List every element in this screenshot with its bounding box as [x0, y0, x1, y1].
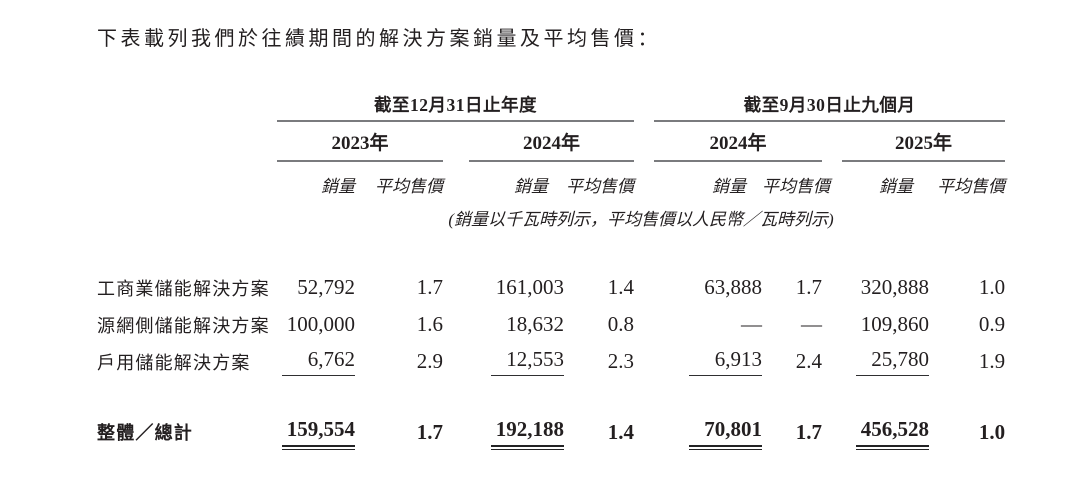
total-volume-cell: 456,528 [842, 412, 930, 452]
volume-cell: 161,003 [495, 275, 564, 299]
volume-cell: 12,553 [469, 343, 564, 380]
double-underlined-value: 70,801 [689, 417, 763, 450]
gap-cell [634, 161, 654, 199]
asp-cell: 0.9 [978, 312, 1006, 336]
metric-header-volume: 銷量 [321, 177, 355, 196]
total-asp-cell: 1.7 [416, 419, 443, 444]
intro-text: 下表載列我們於往績期間的解決方案銷量及平均售價： [97, 28, 661, 50]
double-underlined-value: 159,554 [282, 417, 355, 450]
volume-cell: 320,888 [860, 275, 930, 299]
gap-cell [634, 306, 654, 343]
asp-cell: 2.4 [795, 349, 823, 373]
total-volume-cell: 192,188 [469, 412, 564, 452]
spacer [97, 235, 1005, 269]
asp-cell: 1.7 [795, 275, 823, 299]
metric-header-volume: 銷量 [514, 177, 548, 196]
gap-cell [443, 343, 469, 380]
gap-cell [443, 412, 469, 452]
volume-cell: 18,632 [506, 312, 564, 336]
gap-cell [443, 269, 469, 306]
row-label: 戶用儲能解決方案 [97, 352, 251, 373]
asp-cell: 2.9 [416, 349, 443, 373]
blank-cell [97, 121, 277, 161]
spacer-row [97, 235, 1005, 269]
gap-cell [634, 412, 654, 452]
asp-cell: — [801, 312, 823, 336]
gap-cell [822, 343, 842, 380]
asp-cell: 1.0 [978, 275, 1006, 299]
gap-cell [443, 306, 469, 343]
asp-cell: 1.9 [978, 349, 1006, 373]
blank-cell [97, 91, 277, 121]
spacer-row [97, 380, 1005, 412]
table-row-residential-storage: 戶用儲能解決方案 6,762 2.9 12,553 2.3 6,913 2.4 … [97, 343, 1005, 380]
metric-header-row: 銷量 平均售價 銷量 平均售價 銷量 平均售價 銷量 平均售價 [97, 161, 1005, 199]
volume-cell: 6,762 [277, 343, 355, 380]
gap-cell [822, 412, 842, 452]
total-label: 整體／總計 [97, 423, 193, 443]
table-row-grid-storage: 源網側儲能解決方案 100,000 1.6 18,632 0.8 — — 109… [97, 306, 1005, 343]
year-header-2024: 2024年 [469, 121, 635, 162]
gap-cell [443, 121, 469, 161]
underlined-value: 12,553 [491, 347, 564, 376]
total-asp-cell: 1.4 [607, 419, 635, 444]
year-header-row: 2023年 2024年 2024年 2025年 [97, 121, 1006, 162]
metric-header-volume: 銷量 [879, 177, 914, 196]
asp-cell: 1.7 [416, 275, 443, 299]
gap-cell [443, 161, 469, 199]
metric-header-asp: 平均售價 [375, 177, 443, 196]
double-underlined-value: 456,528 [856, 417, 930, 450]
metric-header-asp: 平均售價 [762, 177, 831, 196]
metric-header-asp: 平均售價 [566, 177, 635, 196]
total-volume-cell: 159,554 [277, 412, 355, 452]
gap-cell [634, 269, 654, 306]
sales-volume-asp-table: 截至12月31日止年度 截至9月30日止九個月 2023年 2024年 2024… [97, 91, 1006, 452]
metric-header-volume: 銷量 [712, 177, 747, 196]
gap-cell [822, 121, 842, 161]
gap-cell [822, 269, 842, 306]
volume-cell: 25,780 [842, 343, 930, 380]
row-label: 源網側儲能解決方案 [97, 315, 270, 336]
total-asp-cell: 1.7 [795, 419, 823, 444]
unit-note: (銷量以千瓦時列示，平均售價以人民幣／瓦時列示) [448, 209, 834, 229]
blank-cell [97, 199, 277, 235]
underlined-value: 25,780 [856, 347, 930, 376]
year-header-2023: 2023年 [277, 121, 443, 162]
volume-cell: 100,000 [286, 312, 355, 336]
volume-cell: 52,792 [297, 275, 355, 299]
gap-cell [822, 306, 842, 343]
double-underlined-value: 192,188 [491, 417, 564, 450]
total-volume-cell: 70,801 [654, 412, 763, 452]
underlined-value: 6,913 [689, 347, 763, 376]
unit-note-row: (銷量以千瓦時列示，平均售價以人民幣／瓦時列示) [97, 199, 1005, 235]
volume-cell: 63,888 [704, 275, 763, 299]
row-label: 工商業儲能解決方案 [97, 278, 270, 299]
total-asp-cell: 1.0 [978, 419, 1006, 444]
asp-cell: 1.4 [607, 275, 635, 299]
gap-cell [634, 91, 654, 121]
group-header-row: 截至12月31日止年度 截至9月30日止九個月 [97, 91, 1006, 122]
asp-cell: 0.8 [607, 312, 635, 336]
year-header-2025-9m: 2025年 [842, 121, 1006, 162]
asp-cell: 1.6 [416, 312, 443, 336]
volume-cell: 109,860 [860, 312, 930, 336]
group-header-9m-sep30: 截至9月30日止九個月 [654, 91, 1006, 122]
blank-cell [97, 161, 277, 199]
table-row-ci-storage: 工商業儲能解決方案 52,792 1.7 161,003 1.4 63,888 … [97, 269, 1005, 306]
gap-cell [634, 343, 654, 380]
year-header-2024-9m: 2024年 [654, 121, 823, 162]
volume-cell: — [741, 312, 763, 336]
spacer [97, 380, 1005, 412]
table-row-total: 整體／總計 159,554 1.7 192,188 1.4 70,801 1.7… [97, 412, 1005, 452]
metric-header-asp: 平均售價 [937, 177, 1006, 196]
group-header-fy-dec31: 截至12月31日止年度 [277, 91, 635, 122]
volume-cell: 6,913 [654, 343, 763, 380]
underlined-value: 6,762 [282, 347, 355, 376]
gap-cell [634, 121, 654, 161]
asp-cell: 2.3 [607, 349, 635, 373]
